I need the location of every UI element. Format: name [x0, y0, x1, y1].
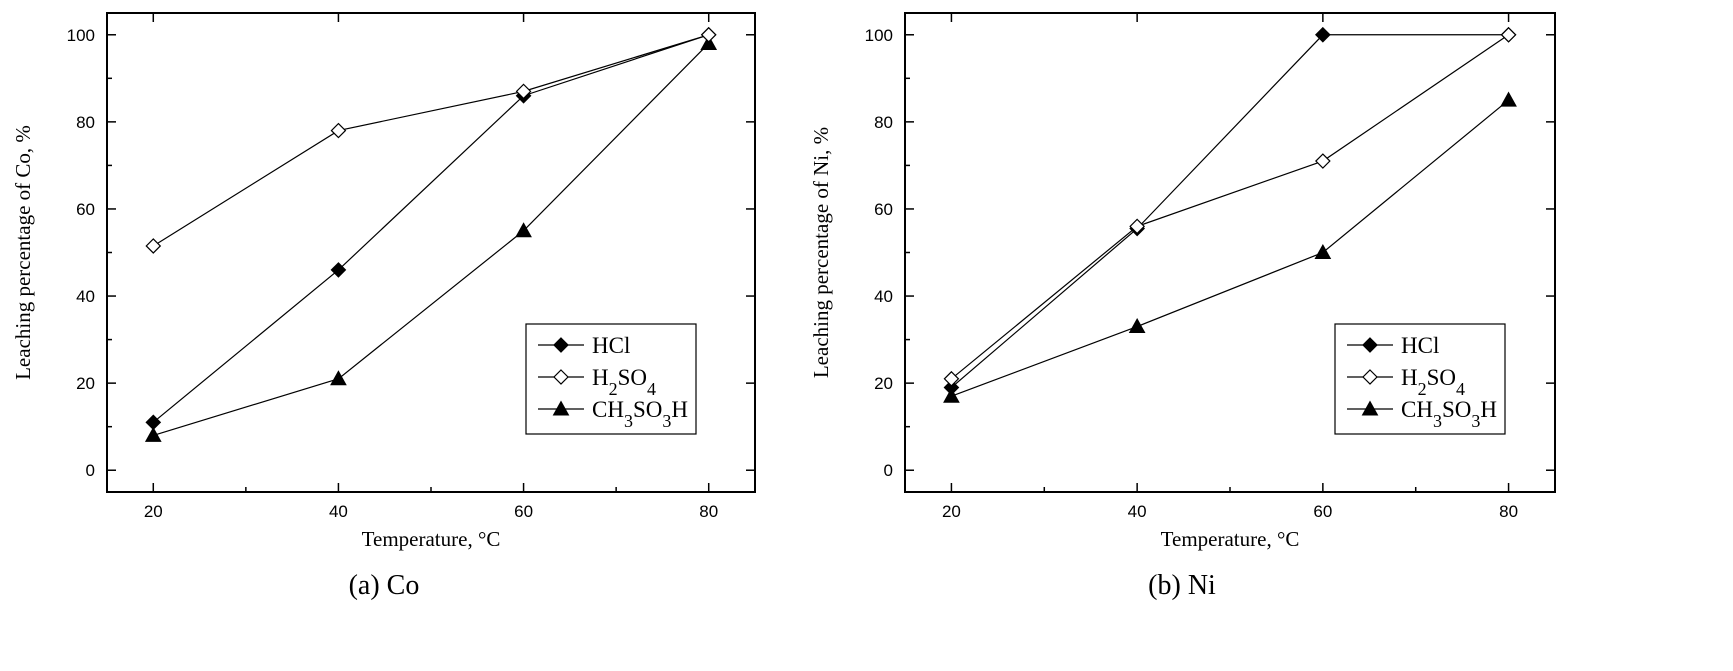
chart-panel-ni: 0 20 40 60 80 100 20 40 60 80 Temperature, °C Leach… — [809, 12, 1556, 601]
y-tick-label: 0 — [86, 461, 95, 480]
legend-label: CH3SO3H — [1401, 397, 1497, 431]
data-point — [1314, 243, 1332, 259]
y-tick-label: 40 — [76, 287, 95, 306]
data-point — [145, 414, 162, 431]
data-point — [1500, 26, 1517, 43]
x-tick-label: 40 — [1128, 502, 1147, 521]
y-tick-label: 80 — [76, 113, 95, 132]
series-line — [152, 34, 709, 423]
data-point — [330, 262, 347, 278]
data-point — [330, 370, 347, 386]
data-point — [943, 379, 960, 396]
series-line — [951, 99, 1509, 397]
y-tick-label: 20 — [874, 374, 893, 393]
x-tick-label: 80 — [1499, 502, 1518, 521]
y-tick-label: 40 — [874, 287, 893, 306]
x-tick-label: 20 — [942, 502, 961, 521]
data-point — [700, 26, 717, 43]
legend-label: CH3SO3H — [592, 397, 688, 431]
legend-marker — [553, 369, 569, 385]
data-point — [943, 370, 960, 387]
data-point — [1315, 26, 1331, 43]
legend-box — [525, 323, 697, 435]
data-point — [943, 387, 960, 403]
chart-panel-co: 0 20 40 60 80 100 20 40 60 80 Temperature, °C Leach… — [11, 12, 756, 601]
legend-marker — [1361, 400, 1379, 416]
panel-caption: (b) Ni — [1148, 570, 1216, 601]
legend-label: H2SO4 — [1401, 365, 1465, 399]
data-point — [700, 34, 718, 50]
data-point — [330, 122, 347, 139]
data-point — [515, 83, 532, 100]
legend-marker — [552, 400, 570, 416]
legend-marker — [553, 337, 569, 353]
series-ch3so3h — [943, 91, 1517, 403]
series-line — [951, 34, 1509, 388]
y-tick-label: 0 — [884, 461, 893, 480]
series-h2so4 — [145, 26, 717, 254]
data-point — [1128, 317, 1146, 334]
legend-label: HCl — [592, 333, 630, 358]
legend-box — [1334, 323, 1506, 435]
y-tick-label: 60 — [76, 200, 95, 219]
series-h2so4 — [943, 26, 1517, 387]
x-tick-label: 80 — [699, 502, 718, 521]
data-point — [515, 222, 532, 238]
legend-marker — [1362, 369, 1378, 385]
data-point — [145, 238, 162, 254]
series-ch3so3h — [144, 34, 718, 442]
y-tick-label: 20 — [76, 374, 95, 393]
x-tick-label: 60 — [1313, 502, 1332, 521]
x-axis-title: Temperature, °C — [1161, 527, 1300, 551]
y-tick-label: 100 — [67, 26, 95, 45]
data-point — [1315, 153, 1331, 169]
legend-label: HCl — [1401, 333, 1439, 358]
y-tick-label: 80 — [874, 113, 893, 132]
legend-label: H2SO4 — [592, 365, 656, 399]
y-axis-title: Leaching percentage of Ni, % — [809, 127, 833, 378]
legend-marker — [1362, 337, 1378, 353]
data-point — [144, 426, 162, 442]
x-tick-label: 20 — [144, 502, 163, 521]
y-tick-label: 100 — [865, 26, 893, 45]
x-tick-label: 40 — [329, 502, 348, 521]
series-line — [951, 34, 1509, 380]
y-tick-label: 60 — [874, 200, 893, 219]
x-tick-label: 60 — [514, 502, 533, 521]
series-line — [153, 43, 710, 436]
data-point — [1500, 91, 1517, 107]
panel-caption: (a) Co — [349, 570, 420, 601]
y-axis-title: Leaching percentage of Co, % — [11, 125, 35, 380]
x-axis-title: Temperature, °C — [362, 527, 501, 551]
series-line — [152, 34, 709, 247]
data-point — [1129, 218, 1145, 235]
